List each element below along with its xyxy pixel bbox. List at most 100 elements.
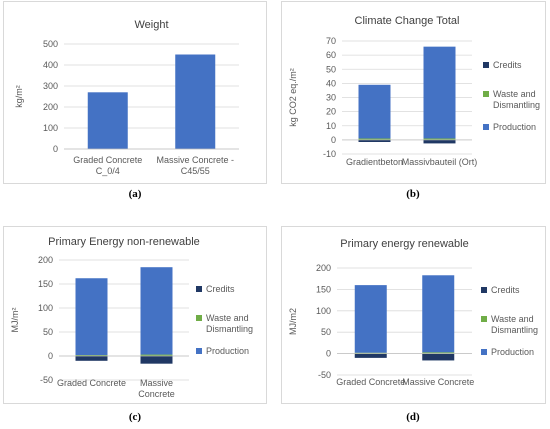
x-category-label-line: C45/55 bbox=[181, 166, 210, 176]
y-tick-label: 150 bbox=[316, 284, 331, 294]
y-tick-label: 100 bbox=[316, 306, 331, 316]
y-tick-label: 100 bbox=[38, 303, 53, 313]
bar-segment-credits bbox=[358, 139, 391, 142]
bar-segment-production bbox=[75, 278, 108, 356]
legend-label-line: Production bbox=[493, 122, 536, 132]
y-axis-label: MJ/m2 bbox=[288, 308, 298, 335]
y-tick-label: 200 bbox=[43, 102, 58, 112]
bar-segment-production bbox=[140, 267, 173, 355]
x-category-label-line: Graded Concrete bbox=[73, 155, 142, 165]
legend-label: Production bbox=[493, 122, 536, 132]
legend-label: Waste and Dismantling bbox=[493, 89, 540, 110]
chart-primary-energy-non-renewable: Primary Energy non-renewable MJ/m² -50 0 50 1… bbox=[10, 236, 253, 399]
legend-swatch bbox=[481, 287, 487, 293]
chart-primary-energy-renewable: Primary energy renewable MJ/m2 -50 0 50 100 15… bbox=[288, 238, 538, 387]
y-tick-label: 400 bbox=[43, 60, 58, 70]
panel-label-c: (c) bbox=[128, 411, 142, 423]
legend-label-line: Waste and bbox=[491, 314, 534, 324]
chart-title: Primary energy renewable bbox=[340, 238, 468, 250]
x-category-label-line: Gradientbeton bbox=[346, 157, 403, 167]
y-tick-label: 0 bbox=[331, 135, 336, 145]
chart-weight: Weight kg/m² 0 100 200 300 400 500 Graded Concre… bbox=[14, 19, 239, 176]
y-tick-label: 0 bbox=[53, 144, 58, 154]
x-category-label: Massive Concrete bbox=[138, 378, 175, 399]
chart-title: Climate Change Total bbox=[355, 15, 460, 27]
bar-segment-production bbox=[422, 275, 455, 353]
y-tick-label: 500 bbox=[43, 39, 58, 49]
chart-panel-b: Climate Change Total kg CO2 eq./m² -10 0 10 2… bbox=[281, 1, 546, 184]
legend-label-line: Credits bbox=[491, 285, 520, 295]
legend-swatch bbox=[483, 62, 489, 68]
bar-segment-credits bbox=[140, 356, 173, 364]
legend-swatch bbox=[481, 316, 487, 322]
x-category-label-line: Graded Concrete bbox=[57, 378, 126, 388]
bar-segment-production bbox=[423, 46, 456, 139]
bar bbox=[87, 92, 128, 149]
panel-label-a: (a) bbox=[128, 188, 142, 200]
legend-label: Production bbox=[491, 347, 534, 357]
panel-label-d: (d) bbox=[406, 411, 420, 423]
bar-segment-credits bbox=[75, 356, 108, 361]
legend-swatch bbox=[196, 286, 202, 292]
legend-label-line: Dismantling bbox=[493, 100, 540, 110]
y-axis-label: MJ/m² bbox=[10, 308, 20, 333]
chart-title: Weight bbox=[134, 19, 168, 31]
legend-swatch bbox=[483, 91, 489, 97]
y-tick-label: 150 bbox=[38, 279, 53, 289]
x-category-label: Graded Concrete bbox=[336, 377, 405, 387]
legend-label-line: Credits bbox=[206, 284, 235, 294]
y-tick-label: 50 bbox=[43, 327, 53, 337]
bar-segment-credits bbox=[354, 353, 387, 358]
legend-label: Credits bbox=[491, 285, 520, 295]
x-category-label: Gradientbeton bbox=[346, 157, 403, 167]
legend-label-line: Dismantling bbox=[491, 325, 538, 335]
y-tick-label: 200 bbox=[316, 263, 331, 273]
x-category-label: Massive Concrete bbox=[402, 377, 474, 387]
legend-swatch bbox=[481, 349, 487, 355]
chart-title: Primary Energy non-renewable bbox=[48, 236, 200, 248]
y-tick-label: 30 bbox=[326, 93, 336, 103]
legend-label: Waste and Dismantling bbox=[206, 313, 253, 334]
x-category-label-line: C_0/4 bbox=[96, 166, 120, 176]
legend-label-line: Production bbox=[206, 346, 249, 356]
y-tick-label: 50 bbox=[326, 64, 336, 74]
y-tick-label: 0 bbox=[326, 349, 331, 359]
y-tick-label: 40 bbox=[326, 78, 336, 88]
bar-segment-production bbox=[358, 84, 391, 139]
chart-panel-a: Weight kg/m² 0 100 200 300 400 500 Graded Concre… bbox=[3, 1, 267, 184]
x-category-label: Graded Concrete bbox=[57, 378, 126, 388]
legend-label-line: Dismantling bbox=[206, 324, 253, 334]
legend-label-line: Production bbox=[491, 347, 534, 357]
y-tick-label: 60 bbox=[326, 50, 336, 60]
y-tick-label: 10 bbox=[326, 121, 336, 131]
legend-label-line: Waste and bbox=[493, 89, 536, 99]
bar-segment-production bbox=[354, 285, 387, 353]
bar bbox=[175, 54, 216, 149]
bar-segment-waste-and-dismantling bbox=[354, 352, 387, 354]
bar-segment-waste-and-dismantling bbox=[75, 355, 108, 356]
panel-label-b: (b) bbox=[406, 188, 420, 200]
y-tick-label: 0 bbox=[48, 351, 53, 361]
bar-segment-waste-and-dismantling bbox=[422, 352, 455, 354]
y-tick-label: 70 bbox=[326, 36, 336, 46]
y-tick-label: 200 bbox=[38, 255, 53, 265]
legend-swatch bbox=[196, 348, 202, 354]
y-tick-label: 20 bbox=[326, 107, 336, 117]
legend-label: Credits bbox=[206, 284, 235, 294]
bar-segment-waste-and-dismantling bbox=[423, 138, 456, 140]
y-tick-label: 300 bbox=[43, 81, 58, 91]
x-category-label-line: Massive Concrete - bbox=[156, 155, 234, 165]
x-category-label-line: Massivbauteil (Ort) bbox=[402, 157, 478, 167]
bar-segment-waste-and-dismantling bbox=[358, 138, 391, 140]
chart-panel-d: Primary energy renewable MJ/m2 -50 0 50 100 15… bbox=[281, 226, 546, 404]
chart-climate-change-total: Climate Change Total kg CO2 eq./m² -10 0 10 2… bbox=[288, 15, 540, 167]
x-category-label: Massive Concrete -C45/55 bbox=[156, 155, 234, 176]
x-category-label: Graded Concrete C_0/4 bbox=[73, 155, 142, 176]
legend-label-line: Waste and bbox=[206, 313, 249, 323]
legend-swatch bbox=[196, 315, 202, 321]
x-category-label-line: Massive bbox=[140, 378, 173, 388]
legend-label: Production bbox=[206, 346, 249, 356]
chart-panel-c: Primary Energy non-renewable MJ/m² -50 0 50 1… bbox=[3, 226, 267, 404]
bar-segment-credits bbox=[423, 139, 456, 144]
legend-swatch bbox=[483, 124, 489, 130]
